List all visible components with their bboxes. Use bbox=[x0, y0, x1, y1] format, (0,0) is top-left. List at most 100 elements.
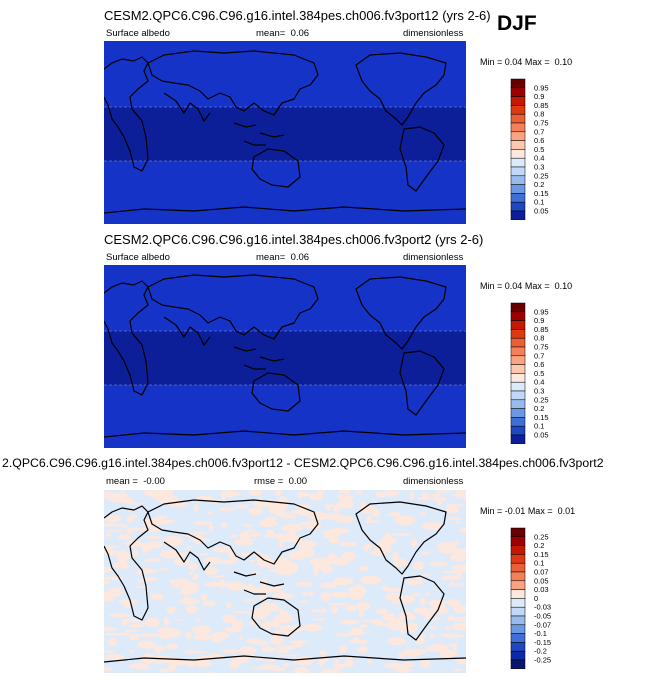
diff-patch bbox=[190, 627, 197, 630]
coast-australia bbox=[251, 597, 301, 637]
panel2-mean-label: mean= 0.06 bbox=[256, 252, 310, 263]
diff-patch bbox=[282, 627, 292, 632]
diff-patch bbox=[234, 504, 249, 509]
diff-patch bbox=[286, 532, 292, 536]
diff-patch bbox=[338, 541, 358, 547]
diff-patch bbox=[231, 554, 237, 565]
diff-patch bbox=[248, 490, 263, 497]
diff-patch bbox=[309, 557, 330, 565]
diff-patch bbox=[193, 504, 199, 513]
diff-patch bbox=[336, 580, 352, 585]
diff-patch bbox=[104, 545, 113, 551]
diff-patch bbox=[240, 551, 251, 557]
diff-patch bbox=[312, 618, 327, 621]
colorbar-label: -0.07 bbox=[534, 620, 551, 629]
diff-patch bbox=[360, 619, 376, 623]
panel3-colorbar: 0.250.20.150.10.070.050.030-0.03-0.05-0.… bbox=[510, 527, 551, 669]
diff-patch bbox=[133, 665, 152, 670]
colorbar-box bbox=[510, 408, 526, 418]
colorbar-box bbox=[510, 571, 526, 582]
diff-patch bbox=[302, 623, 323, 632]
colorbar-box bbox=[510, 650, 526, 661]
diff-patch bbox=[416, 496, 433, 501]
diff-patch bbox=[382, 612, 391, 621]
colorbar-box bbox=[510, 113, 526, 124]
colorbar-label: -0.25 bbox=[534, 656, 551, 665]
diff-patch bbox=[393, 558, 408, 567]
panel1-title: CESM2.QPC6.C96.C96.g16.intel.384pes.ch00… bbox=[104, 8, 491, 23]
diff-patch bbox=[335, 516, 355, 523]
diff-patch bbox=[302, 591, 309, 597]
colorbar-label: 0.6 bbox=[534, 360, 544, 369]
colorbar-label: 0.9 bbox=[534, 316, 544, 325]
panel2-units-label: dimensionless bbox=[403, 252, 464, 263]
panel1-units-label: dimensionless bbox=[403, 28, 464, 39]
diff-patch bbox=[282, 567, 299, 570]
diff-patch bbox=[188, 563, 198, 571]
diff-patch bbox=[268, 569, 280, 573]
panel3-min-value: -0.01 bbox=[504, 506, 526, 516]
colorbar-box bbox=[510, 96, 526, 106]
colorbar-label: 0.05 bbox=[534, 431, 549, 440]
diff-patch bbox=[429, 625, 437, 630]
colorbar-label: 0.1 bbox=[534, 198, 544, 207]
panel3-units-label: dimensionless bbox=[403, 476, 464, 487]
colorbar-box bbox=[510, 399, 526, 409]
diff-patch bbox=[419, 658, 431, 669]
colorbar-label: 0.2 bbox=[534, 404, 544, 413]
diff-patch bbox=[104, 597, 114, 602]
diff-patch bbox=[125, 618, 143, 623]
diff-patch bbox=[410, 649, 427, 655]
panel2-variable-label: Surface albedo bbox=[106, 252, 170, 263]
colorbar-box bbox=[510, 210, 526, 220]
colorbar-box bbox=[510, 337, 526, 348]
diff-patch bbox=[167, 606, 176, 613]
diff-patch bbox=[188, 651, 208, 654]
diff-patch bbox=[263, 534, 282, 538]
colorbar-box bbox=[510, 320, 526, 330]
diff-patch bbox=[294, 641, 303, 648]
diff-patch bbox=[297, 540, 317, 549]
diff-patch bbox=[173, 558, 191, 566]
band-south bbox=[104, 385, 466, 448]
diff-patch bbox=[105, 532, 112, 538]
diff-patch bbox=[230, 534, 239, 538]
diff-patch bbox=[275, 645, 296, 651]
diff-patch bbox=[356, 602, 371, 611]
diff-patch bbox=[150, 593, 164, 600]
diff-patch bbox=[390, 511, 401, 517]
diff-patch bbox=[202, 600, 216, 607]
colorbar-box bbox=[510, 425, 526, 436]
panel2-title: CESM2.QPC6.C96.C96.g16.intel.384pes.ch00… bbox=[104, 232, 484, 247]
diff-patch bbox=[130, 514, 137, 519]
colorbar-label: 0.7 bbox=[534, 127, 544, 136]
coast-asia bbox=[147, 50, 319, 116]
diff-patch bbox=[372, 618, 384, 627]
diff-patch bbox=[272, 592, 294, 599]
diff-patch bbox=[164, 643, 179, 650]
diff-patch bbox=[420, 573, 432, 577]
diff-patch bbox=[241, 524, 254, 527]
diff-patch bbox=[334, 658, 340, 666]
colorbar-box bbox=[510, 580, 526, 590]
diff-patch bbox=[192, 625, 212, 636]
panel3-mean-label: mean = -0.00 bbox=[106, 476, 165, 487]
diff-patch bbox=[191, 576, 197, 580]
diff-patch bbox=[104, 650, 116, 653]
diff-patch bbox=[245, 529, 257, 532]
diff-patch bbox=[453, 548, 459, 552]
colorbar-label: 0.2 bbox=[534, 180, 544, 189]
coast-sea-islands bbox=[233, 122, 285, 146]
diff-patch bbox=[413, 607, 432, 614]
coast-africa-europe bbox=[104, 505, 149, 621]
diff-patch bbox=[157, 598, 164, 601]
diff-patch bbox=[137, 640, 157, 649]
diff-patch bbox=[320, 564, 333, 574]
diff-patch bbox=[411, 538, 418, 548]
diff-patch bbox=[387, 617, 404, 622]
coast-south-america bbox=[399, 126, 445, 192]
diff-patch bbox=[279, 654, 301, 657]
diff-patch bbox=[381, 585, 389, 590]
diff-patch bbox=[139, 633, 160, 638]
colorbar-label: -0.05 bbox=[534, 612, 551, 621]
